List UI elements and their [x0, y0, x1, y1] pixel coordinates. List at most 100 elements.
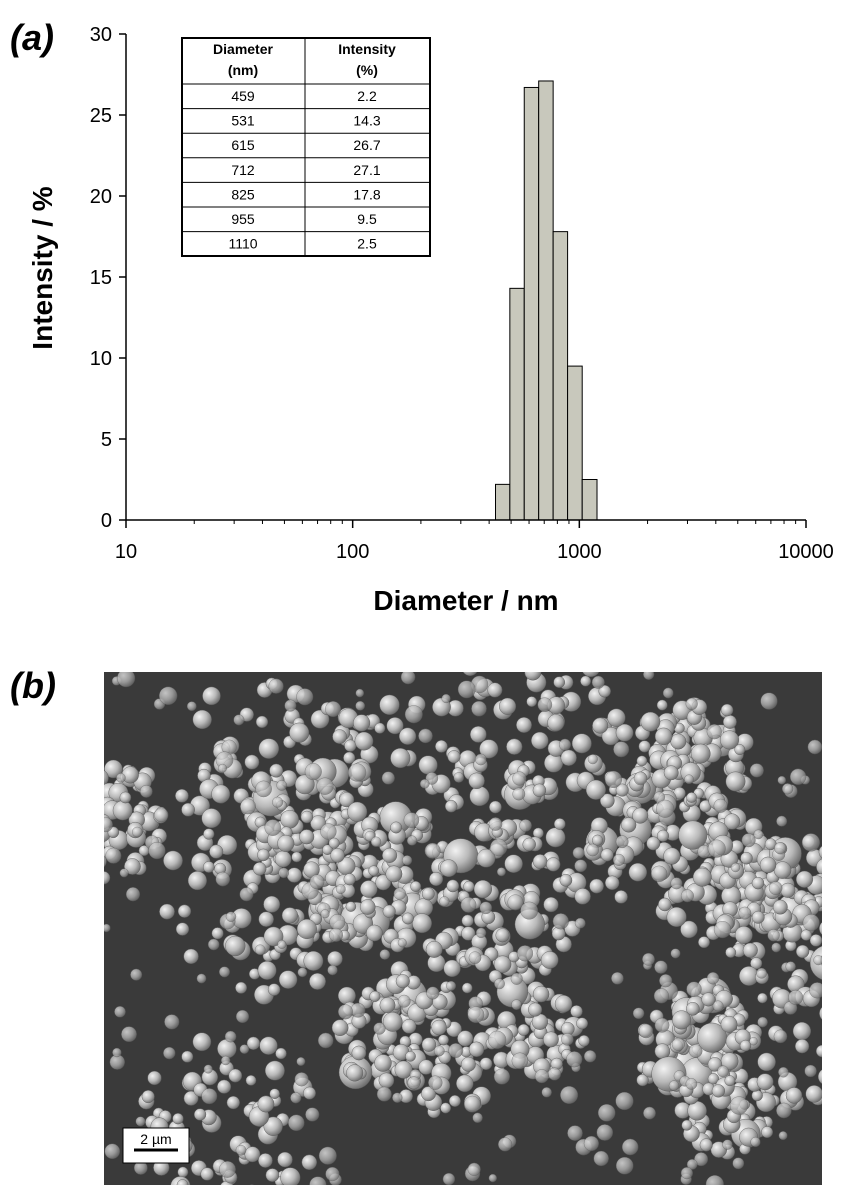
particle: [712, 1000, 724, 1012]
particle: [207, 938, 220, 951]
particle: [545, 827, 566, 848]
particle: [476, 848, 496, 868]
particle: [818, 845, 822, 859]
particle: [159, 903, 175, 920]
particle: [275, 1047, 287, 1060]
particle: [621, 817, 637, 833]
particle: [327, 951, 343, 967]
particle: [456, 1074, 474, 1093]
particle: [442, 1172, 456, 1185]
particle: [587, 754, 598, 765]
particle: [331, 1019, 349, 1036]
particle: [517, 1024, 530, 1036]
particle: [226, 1095, 240, 1110]
particle: [818, 1069, 822, 1084]
particle: [104, 817, 113, 833]
particle: [258, 911, 274, 927]
particle: [694, 1152, 709, 1167]
particle: [582, 672, 600, 677]
particle: [395, 974, 410, 989]
particle: [105, 847, 122, 864]
particle: [526, 696, 538, 707]
particle: [360, 880, 378, 898]
particle: [751, 910, 765, 924]
particle: [540, 951, 559, 969]
particle: [235, 981, 248, 994]
size-distribution-chart: 0 5 10 15 20 25 30 10 100 1000 10000 Diameter / n…: [27, 24, 834, 616]
y-tick-label: 20: [90, 186, 112, 208]
particle: [468, 1041, 485, 1058]
particle: [479, 901, 493, 915]
particle: [666, 907, 687, 928]
particle: [462, 672, 478, 676]
scale-bar: 2 µm: [122, 1127, 190, 1164]
table-row-dividers: [182, 83, 430, 233]
particle: [816, 858, 822, 876]
particle: [148, 841, 166, 860]
particle: [493, 955, 512, 973]
particle: [353, 714, 371, 732]
particle: [116, 773, 126, 783]
particle: [66, 773, 77, 784]
particle: [303, 951, 324, 971]
particle: [74, 777, 94, 797]
particle: [351, 1045, 367, 1061]
particle: [532, 985, 550, 1003]
particle: [685, 1078, 698, 1090]
particle: [566, 1051, 583, 1068]
particle: [753, 829, 764, 840]
particle: [245, 1075, 257, 1086]
particle: [686, 1159, 698, 1170]
particle: [431, 1019, 447, 1036]
particle: [412, 913, 432, 934]
particle: [281, 907, 299, 924]
particle: [834, 864, 846, 876]
particle: [543, 1031, 559, 1048]
particle: [402, 855, 413, 866]
particle: [303, 1086, 316, 1100]
particle: [224, 1030, 237, 1043]
particle: [654, 960, 668, 974]
particle: [228, 1068, 243, 1083]
table-row: 955 9.5: [231, 211, 377, 227]
particle: [690, 743, 711, 764]
particle: [347, 801, 368, 822]
particle: [488, 1030, 507, 1049]
particle: [131, 826, 143, 838]
table-cell-intensity: 17.8: [353, 186, 380, 202]
panel-a-label: (a): [10, 17, 54, 58]
table-cell-diameter: 531: [231, 113, 255, 129]
particle: [597, 1104, 616, 1122]
particle: [104, 770, 109, 786]
particle: [439, 859, 458, 878]
particle: [479, 1057, 493, 1070]
table-header-intensity: Intensity: [338, 41, 396, 57]
particle: [121, 1026, 137, 1043]
particle: [654, 1017, 670, 1033]
particle: [56, 772, 72, 788]
particle: [705, 1175, 724, 1185]
particle: [512, 771, 527, 786]
particle: [202, 686, 221, 706]
particle: [604, 770, 622, 788]
particle: [235, 1144, 247, 1156]
particle: [820, 955, 822, 966]
particle: [839, 951, 846, 964]
particle: [297, 967, 308, 978]
x-tick-label: 1000: [557, 541, 602, 563]
particle: [218, 763, 227, 773]
particle: [521, 644, 537, 660]
particle: [254, 944, 266, 956]
particle: [446, 879, 460, 893]
table-cell-diameter: 825: [231, 186, 255, 202]
particle: [289, 722, 310, 743]
particle: [52, 839, 69, 856]
table-row: 615 26.7: [231, 137, 381, 153]
particle: [607, 708, 626, 727]
particle: [729, 1096, 749, 1115]
particle: [668, 1080, 680, 1091]
particle: [390, 748, 411, 769]
particle: [51, 841, 66, 856]
particle: [512, 787, 526, 801]
particle: [643, 1106, 656, 1120]
